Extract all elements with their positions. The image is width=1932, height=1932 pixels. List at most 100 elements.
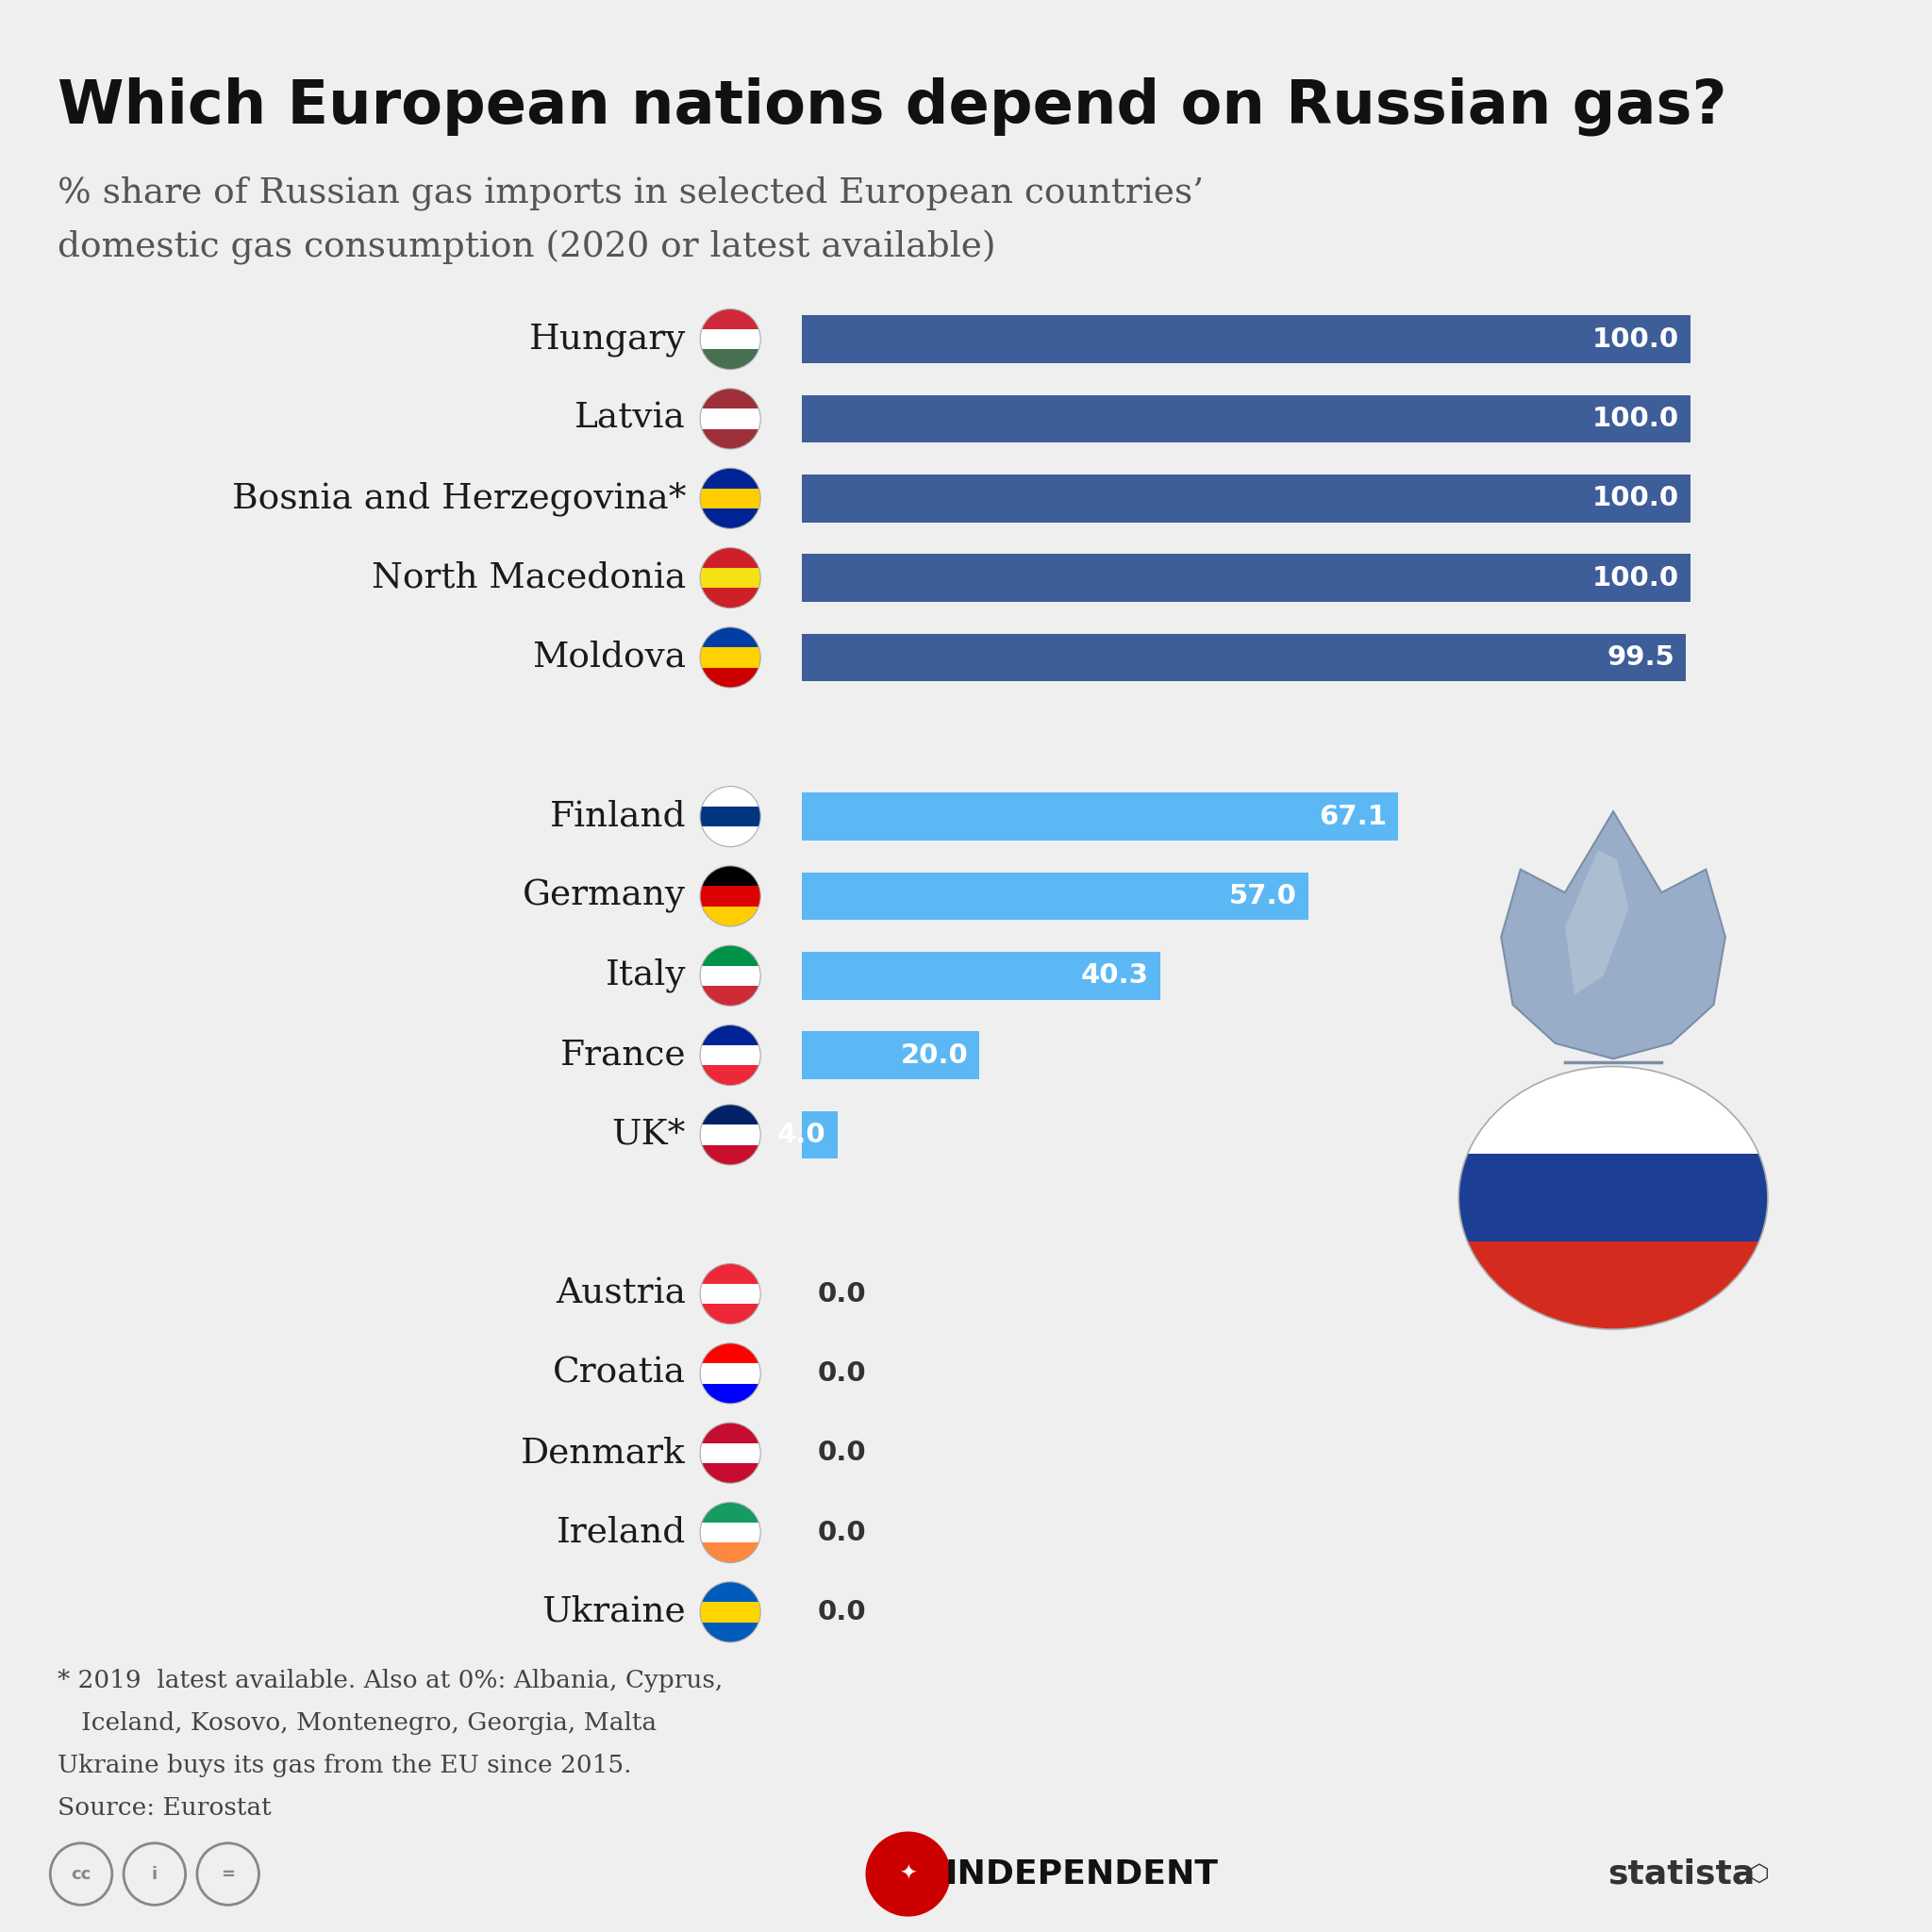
FancyBboxPatch shape — [1459, 1066, 1768, 1153]
FancyBboxPatch shape — [699, 508, 761, 529]
FancyBboxPatch shape — [699, 568, 761, 587]
Text: UK*: UK* — [612, 1119, 686, 1151]
FancyBboxPatch shape — [699, 966, 761, 985]
FancyBboxPatch shape — [699, 906, 761, 925]
Text: % share of Russian gas imports in selected European countries’: % share of Russian gas imports in select… — [58, 176, 1204, 211]
FancyBboxPatch shape — [699, 806, 761, 827]
Text: 100.0: 100.0 — [1592, 406, 1679, 433]
Text: * 2019  latest available. Also at 0%: Albania, Cyprus,: * 2019 latest available. Also at 0%: Alb… — [58, 1669, 723, 1692]
FancyBboxPatch shape — [699, 647, 761, 668]
FancyBboxPatch shape — [699, 328, 761, 350]
FancyBboxPatch shape — [699, 1542, 761, 1563]
FancyBboxPatch shape — [699, 1304, 761, 1323]
FancyBboxPatch shape — [699, 468, 761, 489]
FancyBboxPatch shape — [699, 1124, 761, 1146]
FancyBboxPatch shape — [699, 1623, 761, 1642]
Text: 100.0: 100.0 — [1592, 485, 1679, 512]
Text: statista: statista — [1607, 1859, 1754, 1889]
Text: Germany: Germany — [524, 879, 686, 914]
Polygon shape — [1565, 850, 1629, 995]
FancyBboxPatch shape — [699, 668, 761, 688]
FancyBboxPatch shape — [802, 792, 1399, 840]
Text: domestic gas consumption (2020 or latest available): domestic gas consumption (2020 or latest… — [58, 230, 997, 265]
FancyBboxPatch shape — [699, 1146, 761, 1165]
FancyBboxPatch shape — [802, 315, 1690, 363]
Ellipse shape — [1459, 1066, 1768, 1329]
FancyBboxPatch shape — [699, 309, 761, 328]
Text: Iceland, Kosovo, Montenegro, Georgia, Malta: Iceland, Kosovo, Montenegro, Georgia, Ma… — [58, 1712, 657, 1735]
Text: Moldova: Moldova — [531, 641, 686, 674]
Text: Hungary: Hungary — [529, 323, 686, 355]
Text: 100.0: 100.0 — [1592, 564, 1679, 591]
FancyBboxPatch shape — [699, 985, 761, 1007]
FancyBboxPatch shape — [699, 1065, 761, 1086]
Text: Source: Eurostat: Source: Eurostat — [58, 1797, 272, 1820]
FancyBboxPatch shape — [699, 1522, 761, 1542]
FancyBboxPatch shape — [699, 1264, 761, 1283]
Text: cc: cc — [71, 1866, 91, 1882]
FancyBboxPatch shape — [699, 1105, 761, 1124]
FancyBboxPatch shape — [802, 952, 1159, 999]
Text: INDEPENDENT: INDEPENDENT — [945, 1859, 1219, 1889]
Text: 40.3: 40.3 — [1080, 962, 1148, 989]
Text: Latvia: Latvia — [574, 402, 686, 437]
Text: 0.0: 0.0 — [817, 1439, 866, 1466]
Text: 4.0: 4.0 — [777, 1122, 825, 1148]
Text: 0.0: 0.0 — [817, 1360, 866, 1387]
Text: 100.0: 100.0 — [1592, 327, 1679, 352]
FancyBboxPatch shape — [699, 1503, 761, 1522]
FancyBboxPatch shape — [699, 887, 761, 906]
Text: Ukraine: Ukraine — [541, 1596, 686, 1629]
FancyBboxPatch shape — [802, 475, 1690, 522]
FancyBboxPatch shape — [699, 1283, 761, 1304]
Text: Ukraine buys its gas from the EU since 2015.: Ukraine buys its gas from the EU since 2… — [58, 1754, 632, 1777]
FancyBboxPatch shape — [699, 489, 761, 508]
Text: Austria: Austria — [556, 1277, 686, 1310]
FancyBboxPatch shape — [1459, 1242, 1768, 1329]
FancyBboxPatch shape — [699, 1026, 761, 1045]
Text: 0.0: 0.0 — [817, 1600, 866, 1625]
Text: ⬡: ⬡ — [1748, 1862, 1768, 1886]
FancyBboxPatch shape — [699, 786, 761, 806]
FancyBboxPatch shape — [802, 1111, 837, 1159]
FancyBboxPatch shape — [699, 628, 761, 647]
Text: 67.1: 67.1 — [1320, 804, 1387, 829]
FancyBboxPatch shape — [802, 634, 1687, 682]
Text: ✦: ✦ — [898, 1864, 918, 1884]
FancyBboxPatch shape — [699, 1383, 761, 1405]
Text: 57.0: 57.0 — [1229, 883, 1296, 910]
FancyBboxPatch shape — [699, 1602, 761, 1623]
Text: 99.5: 99.5 — [1607, 643, 1675, 670]
FancyBboxPatch shape — [699, 388, 761, 410]
FancyBboxPatch shape — [699, 1443, 761, 1463]
FancyBboxPatch shape — [699, 587, 761, 609]
FancyBboxPatch shape — [699, 1582, 761, 1602]
Text: Finland: Finland — [549, 800, 686, 833]
FancyBboxPatch shape — [802, 554, 1690, 601]
Text: North Macedonia: North Macedonia — [371, 560, 686, 595]
FancyBboxPatch shape — [699, 1463, 761, 1484]
Text: Italy: Italy — [605, 958, 686, 993]
FancyBboxPatch shape — [1459, 1153, 1768, 1242]
Text: 0.0: 0.0 — [817, 1519, 866, 1546]
Polygon shape — [1501, 811, 1725, 1059]
FancyBboxPatch shape — [699, 1364, 761, 1383]
Text: Denmark: Denmark — [522, 1435, 686, 1470]
FancyBboxPatch shape — [699, 547, 761, 568]
Text: i: i — [153, 1866, 156, 1882]
FancyBboxPatch shape — [802, 394, 1690, 442]
Text: Ireland: Ireland — [556, 1515, 686, 1549]
FancyBboxPatch shape — [699, 429, 761, 448]
Text: Which European nations depend on Russian gas?: Which European nations depend on Russian… — [58, 77, 1727, 135]
Text: France: France — [560, 1037, 686, 1072]
Text: Bosnia and Herzegovina*: Bosnia and Herzegovina* — [232, 481, 686, 516]
FancyBboxPatch shape — [699, 1343, 761, 1364]
FancyBboxPatch shape — [699, 1422, 761, 1443]
Text: 0.0: 0.0 — [817, 1281, 866, 1308]
Circle shape — [866, 1832, 951, 1917]
FancyBboxPatch shape — [699, 945, 761, 966]
FancyBboxPatch shape — [699, 350, 761, 369]
FancyBboxPatch shape — [802, 871, 1308, 920]
Text: 20.0: 20.0 — [900, 1041, 968, 1068]
FancyBboxPatch shape — [699, 866, 761, 887]
